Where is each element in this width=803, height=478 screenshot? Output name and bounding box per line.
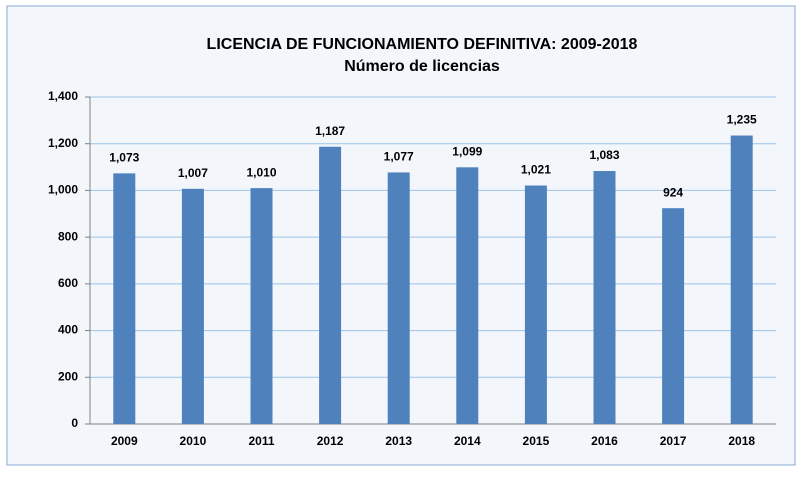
value-label: 1,099: [452, 144, 482, 158]
value-label: 1,077: [384, 150, 414, 164]
x-tick-label: 2009: [111, 434, 138, 448]
x-tick-label: 2011: [248, 434, 274, 448]
value-label: 1,021: [521, 163, 551, 177]
bar: [456, 167, 479, 424]
bar: [662, 208, 685, 424]
bar: [113, 173, 136, 424]
x-tick-label: 2017: [660, 434, 687, 448]
x-tick-label: 2016: [591, 434, 618, 448]
chart-title: LICENCIA DE FUNCIONAMIENTO DEFINITIVA: 2…: [207, 36, 638, 53]
value-label: 1,010: [246, 165, 276, 179]
x-tick-label: 2018: [728, 434, 755, 448]
chart-subtitle: Número de licencias: [344, 58, 500, 75]
value-label: 1,073: [109, 151, 139, 165]
y-tick-label: 1,000: [48, 183, 78, 197]
x-tick-label: 2013: [385, 434, 412, 448]
value-label: 1,083: [589, 148, 619, 162]
bar: [730, 135, 753, 424]
x-tick-label: 2010: [180, 434, 207, 448]
bar: [593, 171, 616, 424]
value-label: 1,187: [315, 124, 345, 138]
x-tick-label: 2012: [317, 434, 344, 448]
x-tick-label: 2015: [523, 434, 550, 448]
y-tick-label: 1,200: [48, 136, 78, 150]
y-tick-label: 0: [71, 416, 78, 430]
y-tick-label: 1,400: [48, 89, 78, 103]
value-label: 924: [663, 185, 683, 199]
y-tick-label: 400: [58, 323, 78, 337]
value-label: 1,007: [178, 166, 208, 180]
y-tick-label: 200: [58, 369, 78, 383]
bar: [319, 146, 342, 424]
bar: [387, 172, 410, 424]
bar: [181, 188, 204, 424]
y-tick-label: 600: [58, 276, 78, 290]
bar: [524, 185, 547, 424]
x-tick-label: 2014: [454, 434, 481, 448]
value-label: 1,235: [727, 113, 757, 127]
y-tick-label: 800: [58, 229, 78, 243]
bar: [250, 188, 273, 424]
